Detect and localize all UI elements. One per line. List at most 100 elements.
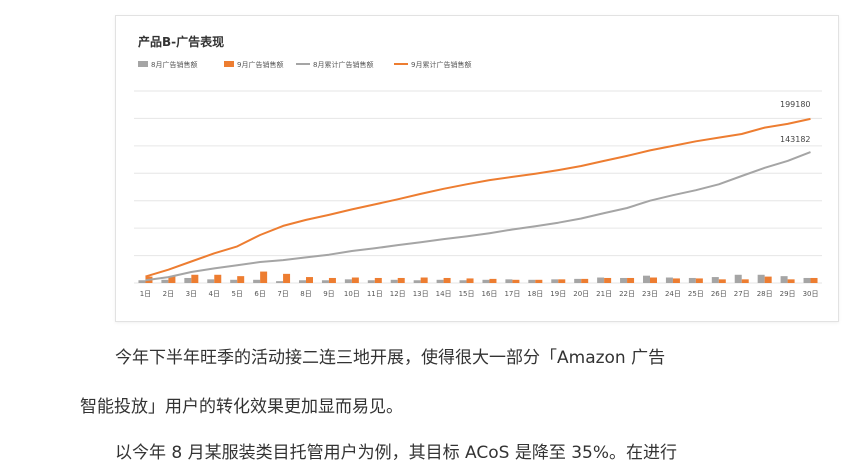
- bar-sep: [489, 278, 497, 283]
- chart-title: 产品B-广告表现: [138, 34, 224, 49]
- bar-aug: [138, 280, 146, 283]
- bar-aug: [184, 277, 192, 283]
- bar-aug: [528, 279, 536, 283]
- bar-sep: [558, 279, 566, 283]
- bar-sep: [672, 278, 680, 283]
- end-label-aug: 143182: [780, 135, 811, 144]
- legend-label: 9月累计广告销售额: [411, 60, 471, 69]
- legend-label: 9月广告销售额: [237, 60, 283, 69]
- bar-aug: [620, 277, 628, 283]
- x-tick-label: 24日: [665, 290, 681, 298]
- bar-aug: [207, 279, 215, 283]
- bar-sep: [810, 277, 818, 283]
- chart: 产品B-广告表现 8月广告销售额 9月广告销售额 8月累计广告销售额 9月累计广告销售…: [134, 34, 822, 298]
- line-aug-cumulative: [145, 151, 811, 282]
- x-tick-label: 18日: [527, 290, 543, 298]
- x-tick-label: 2日: [163, 290, 174, 298]
- chart-legend: 8月广告销售额 9月广告销售额 8月累计广告销售额 9月累计广告销售额: [138, 60, 471, 69]
- x-tick-label: 5日: [231, 290, 242, 298]
- x-tick-label: 21日: [596, 290, 612, 298]
- x-tick-label: 14日: [436, 290, 452, 298]
- bar-sep: [535, 279, 543, 283]
- x-tick-label: 4日: [209, 290, 220, 298]
- bar-sep: [695, 278, 703, 283]
- bar-sep: [627, 277, 635, 283]
- chart-card: 产品B-广告表现 8月广告销售额 9月广告销售额 8月累计广告销售额 9月累计广告销售…: [115, 15, 839, 322]
- bar-aug: [482, 279, 490, 283]
- bar-aug: [321, 280, 329, 283]
- x-tick-label: 7日: [277, 290, 288, 298]
- lines: [145, 117, 811, 282]
- bar-aug: [711, 277, 719, 283]
- bar-aug: [230, 279, 238, 283]
- bar-sep: [237, 276, 245, 283]
- bar-sep: [191, 274, 199, 283]
- bar-sep: [512, 279, 520, 283]
- legend-swatch: [224, 61, 234, 67]
- x-tick-label: 10日: [344, 290, 360, 298]
- x-tick-label: 3日: [186, 290, 197, 298]
- bar-sep: [214, 274, 222, 283]
- bar-sep: [397, 277, 405, 283]
- bar-aug: [780, 276, 788, 283]
- x-tick-label: 22日: [619, 290, 635, 298]
- x-axis-ticks: 1日 2日 3日 4日 5日 6日 7日 8日 9日 10日 11日 12日 13日 14日 15日 16日 1…: [140, 290, 819, 298]
- bar-aug: [688, 277, 696, 283]
- x-tick-label: 29日: [780, 290, 796, 298]
- bar-aug: [505, 279, 513, 283]
- x-tick-label: 30日: [803, 290, 819, 298]
- x-tick-label: 12日: [390, 290, 406, 298]
- bar-aug: [597, 277, 605, 283]
- bar-sep: [764, 276, 772, 283]
- x-tick-label: 17日: [504, 290, 520, 298]
- bar-sep: [718, 279, 726, 283]
- x-tick-label: 26日: [711, 290, 727, 298]
- bar-aug: [161, 279, 169, 283]
- x-tick-label: 23日: [642, 290, 658, 298]
- bar-aug: [390, 279, 398, 283]
- bar-sep: [581, 278, 589, 283]
- legend-swatch: [138, 61, 148, 67]
- x-tick-label: 27日: [734, 290, 750, 298]
- bar-sep: [283, 273, 291, 283]
- bar-sep: [650, 277, 657, 283]
- bar-aug: [803, 277, 811, 283]
- bar-sep: [351, 277, 359, 283]
- bar-aug: [757, 274, 765, 283]
- bar-aug: [551, 279, 559, 283]
- bar-aug: [643, 275, 650, 283]
- bar-aug: [276, 281, 284, 283]
- bar-aug: [436, 279, 444, 283]
- bar-aug: [665, 277, 673, 283]
- line-sep-cumulative: [145, 117, 811, 278]
- bar-aug: [459, 280, 467, 283]
- bar-sep: [443, 277, 451, 283]
- bar-aug: [253, 279, 261, 283]
- bar-sep: [604, 277, 612, 283]
- x-tick-label: 9日: [323, 290, 334, 298]
- bar-sep: [466, 278, 474, 283]
- x-tick-label: 6日: [254, 290, 265, 298]
- bar-sep: [741, 279, 749, 283]
- bar-sep: [374, 277, 382, 283]
- bar-sep: [420, 277, 428, 283]
- x-tick-label: 1日: [140, 290, 151, 298]
- end-label-sep: 199180: [780, 100, 811, 109]
- bar-aug: [367, 280, 375, 283]
- x-tick-label: 19日: [550, 290, 566, 298]
- x-tick-label: 16日: [482, 290, 498, 298]
- bar-aug: [299, 280, 306, 283]
- x-tick-label: 25日: [688, 290, 704, 298]
- bar-aug: [413, 280, 421, 283]
- legend-label: 8月累计广告销售额: [313, 60, 373, 69]
- bar-sep: [306, 277, 313, 283]
- end-labels: 199180 143182: [780, 100, 811, 144]
- article-paragraph-1: 今年下半年旺季的活动接二连三地开展，使得很大一部分「Amazon 广告: [115, 348, 666, 368]
- legend-label: 8月广告销售额: [151, 60, 197, 69]
- gridlines: [134, 90, 822, 284]
- bars: [138, 271, 818, 283]
- x-tick-label: 28日: [757, 290, 773, 298]
- bar-aug: [344, 279, 352, 283]
- x-tick-label: 20日: [573, 290, 589, 298]
- bar-sep: [787, 279, 795, 283]
